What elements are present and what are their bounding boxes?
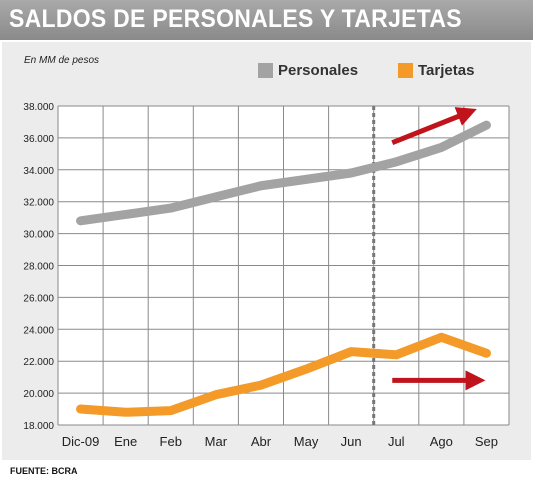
y-tick-label: 32.000 [23, 198, 54, 209]
y-tick-label: 34.000 [23, 166, 54, 177]
source-note: FUENTE: BCRA [10, 466, 78, 476]
legend-item-tarjetas: Tarjetas [398, 62, 474, 79]
legend-label-tarjetas: Tarjetas [418, 62, 475, 79]
y-tick-label: 30.000 [23, 230, 54, 241]
x-tick-label: Sep [475, 434, 498, 449]
x-tick-label: Feb [160, 434, 182, 449]
y-tick-label: 20.000 [23, 389, 54, 400]
x-tick-label: Jul [388, 434, 405, 449]
y-tick-label: 38.000 [23, 102, 54, 113]
y-tick-label: 18.000 [23, 421, 54, 432]
x-axis-ticks: Dic-09 Ene Feb Mar Abr May Jun Jul Ago Sep [62, 434, 498, 449]
legend-swatch-personales [258, 63, 273, 78]
y-axis-ticks: 38.000 36.000 34.000 32.000 30.000 28.000 26.0… [23, 102, 54, 432]
legend-label-personales: Personales [278, 62, 359, 79]
series-lines [76, 120, 491, 417]
y-tick-label: 26.000 [23, 293, 54, 304]
legend-swatch-tarjetas [398, 63, 413, 78]
x-tick-label: Ago [430, 434, 453, 449]
chart-title: SALDOS DE PERSONALES Y TARJETAS [9, 5, 462, 33]
x-tick-label: Ene [114, 434, 137, 449]
y-tick-label: 36.000 [23, 134, 54, 145]
x-tick-label: Jun [341, 434, 362, 449]
trend-arrow-up [391, 107, 477, 146]
series-line-tarjetas [76, 332, 491, 417]
title-bar: SALDOS DE PERSONALES Y TARJETAS [0, 0, 533, 40]
series-line-personales [76, 120, 491, 226]
x-tick-label: Dic-09 [62, 434, 100, 449]
chart-subtitle: En MM de pesos [24, 55, 100, 66]
y-tick-label: 24.000 [23, 325, 54, 336]
y-tick-label: 22.000 [23, 357, 54, 368]
x-tick-label: May [294, 434, 319, 449]
y-tick-label: 28.000 [23, 262, 54, 273]
legend-item-personales: Personales [258, 62, 358, 79]
grid [57, 105, 510, 426]
x-tick-label: Mar [205, 434, 228, 449]
x-tick-label: Abr [251, 434, 272, 449]
